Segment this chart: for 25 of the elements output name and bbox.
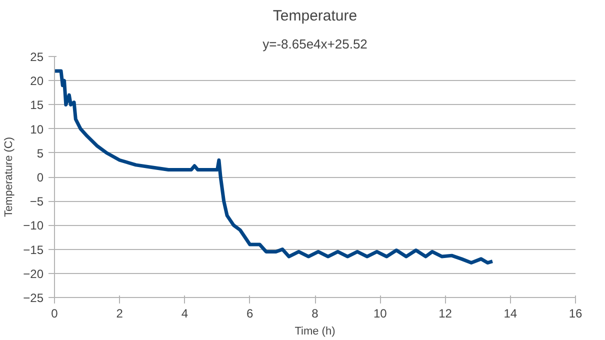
x-tick-label: 0 <box>51 306 58 320</box>
x-tick-label: 2 <box>116 306 124 320</box>
x-tick-label: 12 <box>438 306 452 320</box>
y-tick-label: −25 <box>23 291 44 305</box>
x-tick-label: 6 <box>246 306 254 320</box>
x-tick-label: 10 <box>373 306 388 320</box>
line-series <box>54 69 494 265</box>
x-tick-label: 16 <box>568 306 582 320</box>
x-tick-label: 4 <box>181 306 188 320</box>
x-tick-label: 8 <box>312 306 319 320</box>
y-tick-label: 15 <box>30 98 44 112</box>
y-tick-label: −10 <box>23 218 44 233</box>
y-tick-label: 0 <box>36 170 44 184</box>
x-tick-label: 14 <box>504 306 518 320</box>
y-tick-label: −20 <box>23 266 44 281</box>
y-tick-label: −15 <box>23 242 44 257</box>
x-axis-title: Time (h) <box>294 326 336 338</box>
chart-subtitle: y=-8.65e4x+25.52 <box>262 36 368 52</box>
y-tick-label: −5 <box>30 194 44 209</box>
y-tick-label: 20 <box>30 74 44 88</box>
chart-title: Temperature <box>272 8 358 24</box>
y-axis-title: Temperature (C) <box>3 136 16 218</box>
y-tick-label: 25 <box>30 50 44 64</box>
y-tick-label: 5 <box>36 146 44 160</box>
y-tick-label: 10 <box>30 122 44 136</box>
